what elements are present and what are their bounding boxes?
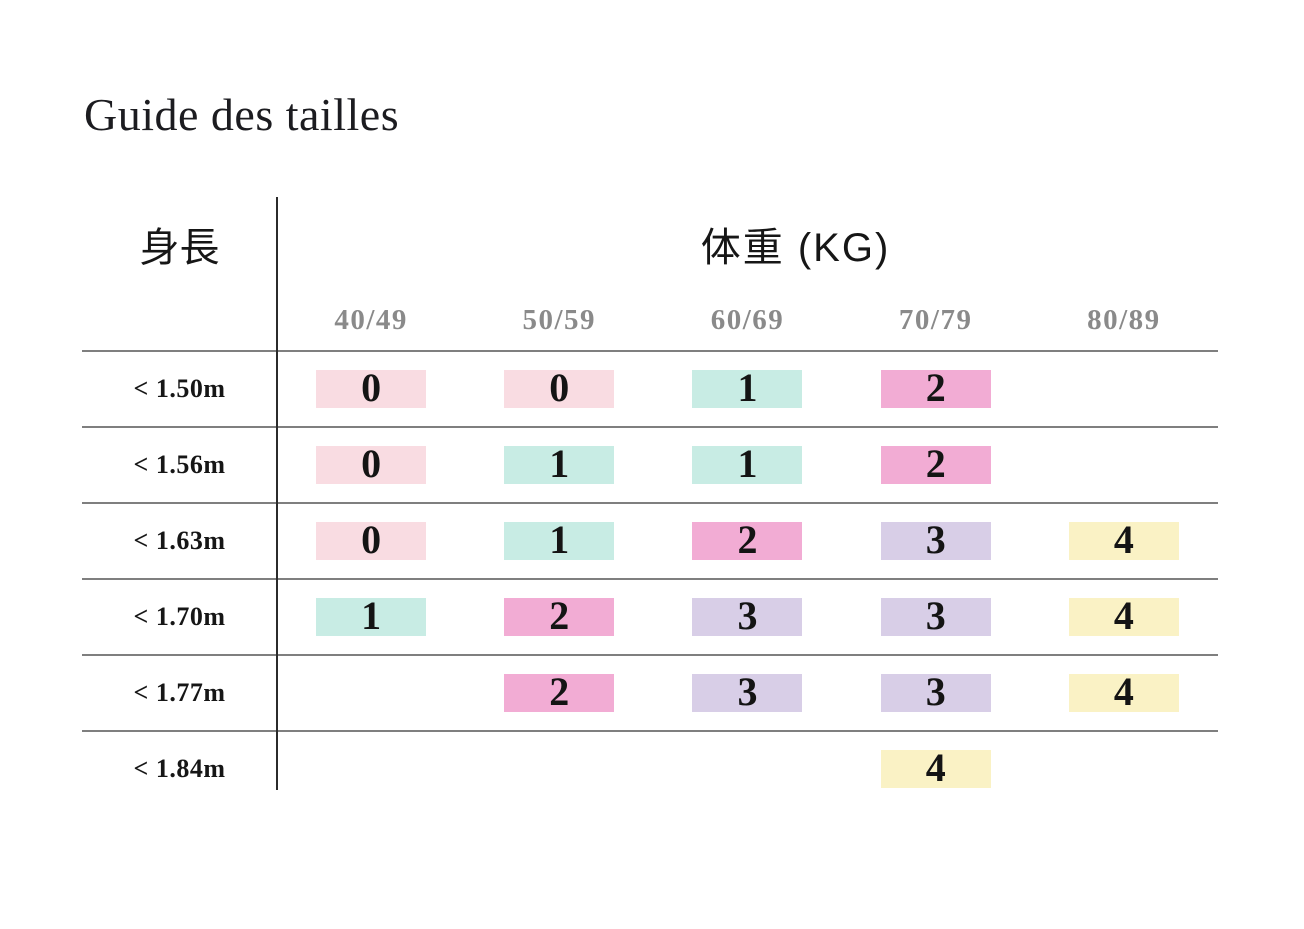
size-chip: 4 [1068, 596, 1179, 636]
size-guide-table: 身長 体重 (KG) 40/49 50/59 60/69 70/79 80/89 < 1… [82, 197, 1218, 806]
size-chip: 3 [880, 596, 991, 636]
size-cell: 0 [277, 520, 465, 560]
size-cell: 2 [465, 672, 653, 712]
size-cell [1030, 446, 1218, 484]
size-cell: 3 [653, 596, 841, 636]
size-cell [465, 750, 653, 788]
size-chip: 3 [880, 672, 991, 712]
vertical-divider [276, 197, 278, 790]
size-cell: 3 [842, 520, 1030, 560]
table-row: < 1.50m 0 0 1 2 [82, 352, 1218, 428]
size-cell [277, 674, 465, 712]
size-chip: 3 [692, 672, 803, 712]
size-cell: 4 [1030, 596, 1218, 636]
size-cell: 4 [842, 748, 1030, 788]
table-row: < 1.77m 2 3 3 4 [82, 656, 1218, 732]
size-chip: 4 [1068, 672, 1179, 712]
size-chip: 1 [504, 520, 615, 560]
size-cell: 3 [653, 672, 841, 712]
size-chip: 4 [880, 748, 991, 788]
size-cell [1030, 750, 1218, 788]
height-row-label: < 1.63m [133, 526, 226, 555]
size-chip: 4 [1068, 520, 1179, 560]
weight-axis-label: 体重 (KG) [700, 225, 891, 270]
weight-range-label: 50/59 [522, 303, 597, 336]
size-cell: 0 [277, 444, 465, 484]
size-cell: 2 [465, 596, 653, 636]
weight-range-label: 80/89 [1087, 303, 1161, 336]
size-cell: 2 [842, 444, 1030, 484]
size-cell: 1 [277, 596, 465, 636]
weight-range-label: 40/49 [334, 303, 408, 336]
size-chip: 3 [692, 596, 803, 636]
weight-range-label: 70/79 [898, 303, 973, 336]
size-cell [277, 750, 465, 788]
size-cell: 2 [653, 520, 841, 560]
size-cell: 1 [465, 520, 653, 560]
size-chip: 1 [316, 596, 427, 636]
size-chip: 1 [692, 368, 803, 408]
size-cell: 3 [842, 672, 1030, 712]
size-chip: 0 [504, 368, 615, 408]
size-cell: 0 [277, 368, 465, 408]
size-cell [1030, 370, 1218, 408]
height-row-label: < 1.50m [133, 374, 226, 403]
weight-range-label: 60/69 [710, 303, 785, 336]
size-cell: 1 [465, 444, 653, 484]
size-cell: 4 [1030, 520, 1218, 560]
size-chip: 2 [880, 444, 991, 484]
weight-range-header-row: 40/49 50/59 60/69 70/79 80/89 [82, 290, 1218, 352]
size-cell: 2 [842, 368, 1030, 408]
size-chip: 0 [316, 520, 427, 560]
size-cell [653, 750, 841, 788]
axis-header-row: 身長 体重 (KG) [82, 197, 1218, 290]
size-chip: 2 [692, 520, 803, 560]
table-body: < 1.50m 0 0 1 2 < 1.56m 0 1 1 2 < 1.63m 0 1 2 3 4 < 1.70… [82, 352, 1218, 806]
size-cell: 3 [842, 596, 1030, 636]
size-chip: 0 [316, 444, 427, 484]
size-chip: 2 [504, 672, 615, 712]
size-chip: 0 [316, 368, 427, 408]
height-row-label: < 1.77m [133, 678, 226, 707]
size-chip: 3 [880, 520, 991, 560]
size-cell: 0 [465, 368, 653, 408]
height-row-label: < 1.56m [133, 450, 226, 479]
size-cell: 1 [653, 368, 841, 408]
table-row: < 1.84m 4 [82, 732, 1218, 806]
height-row-label: < 1.70m [133, 602, 226, 631]
size-chip: 1 [692, 444, 803, 484]
size-chip: 1 [504, 444, 615, 484]
height-axis-label: 身長 [139, 225, 220, 270]
size-chip: 2 [880, 368, 991, 408]
size-cell: 4 [1030, 672, 1218, 712]
table-row: < 1.70m 1 2 3 3 4 [82, 580, 1218, 656]
size-chip: 2 [504, 596, 615, 636]
table-row: < 1.63m 0 1 2 3 4 [82, 504, 1218, 580]
size-cell: 1 [653, 444, 841, 484]
height-row-label: < 1.84m [133, 754, 226, 783]
table-row: < 1.56m 0 1 1 2 [82, 428, 1218, 504]
page-title: Guide des tailles [84, 89, 400, 140]
